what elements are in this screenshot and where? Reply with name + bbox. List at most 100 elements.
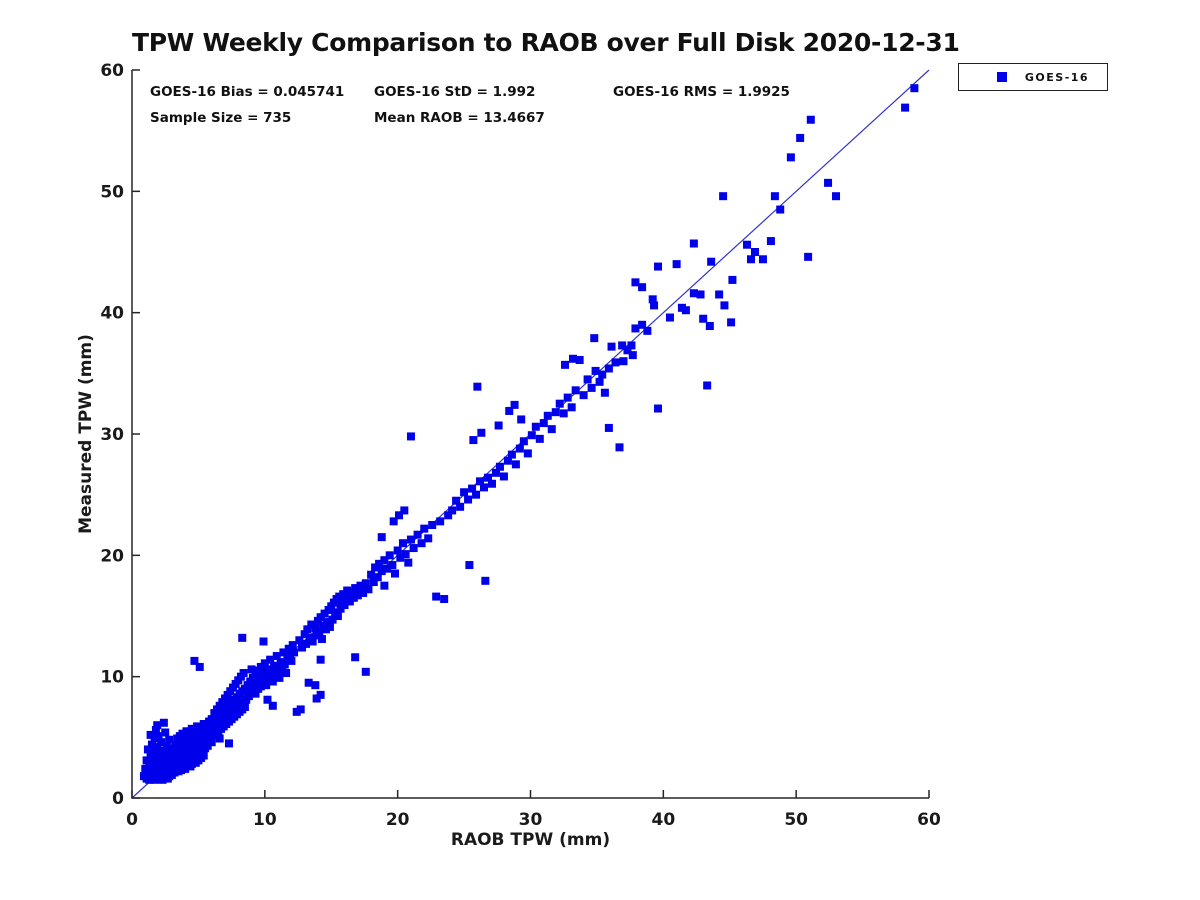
data-point <box>406 535 415 544</box>
data-point <box>207 738 216 747</box>
data-point <box>559 409 568 418</box>
data-point <box>650 301 659 310</box>
chart-title: TPW Weekly Comparison to RAOB over Full … <box>132 28 960 57</box>
data-point <box>583 375 592 384</box>
data-point <box>469 436 478 445</box>
y-tick-label: 20 <box>100 546 124 566</box>
data-point <box>157 738 166 747</box>
data-point <box>280 660 289 669</box>
data-point <box>308 637 317 646</box>
data-point <box>259 637 268 646</box>
data-point <box>727 318 736 327</box>
data-point <box>681 306 690 315</box>
data-point <box>444 511 453 520</box>
data-point <box>432 592 441 601</box>
data-point <box>388 561 397 570</box>
y-tick-label: 60 <box>100 61 124 81</box>
data-point <box>464 495 473 504</box>
data-point <box>531 422 540 431</box>
data-point <box>476 477 485 486</box>
x-tick-label: 20 <box>386 810 410 830</box>
data-point <box>424 534 433 543</box>
data-point <box>910 84 919 93</box>
data-point <box>409 544 418 553</box>
data-point <box>587 383 596 392</box>
data-point <box>302 639 311 648</box>
data-point <box>413 530 422 539</box>
y-tick-label: 10 <box>100 668 124 688</box>
data-point <box>275 673 284 682</box>
data-point <box>604 423 613 432</box>
data-point <box>551 408 560 417</box>
data-point <box>527 431 536 440</box>
data-point <box>238 633 247 642</box>
data-point <box>391 569 400 578</box>
data-point <box>143 745 152 754</box>
data-point <box>579 391 588 400</box>
data-point <box>623 346 632 355</box>
data-point <box>161 728 170 737</box>
data-point <box>159 718 168 727</box>
legend-series-label: GOES-16 <box>1024 70 1090 84</box>
y-tick-label: 0 <box>112 789 124 809</box>
data-point <box>290 648 299 657</box>
stat-sample-size: Sample Size = 735 <box>150 110 292 126</box>
stat-mean-raob: Mean RAOB = 13.4667 <box>374 110 545 126</box>
axes <box>131 69 930 799</box>
data-point <box>654 262 663 271</box>
data-point <box>351 653 360 662</box>
data-point <box>353 591 362 600</box>
data-point <box>483 473 492 482</box>
data-point <box>312 694 321 703</box>
data-point <box>571 386 580 395</box>
data-point <box>598 370 607 379</box>
data-point <box>569 354 578 363</box>
data-point <box>356 581 365 590</box>
data-point <box>707 257 716 266</box>
data-point <box>563 393 572 402</box>
stat-std: GOES-16 StD = 1.992 <box>374 84 536 100</box>
data-point <box>404 558 413 567</box>
data-point <box>824 178 833 187</box>
data-point <box>394 511 403 520</box>
y-axis-title: Measured TPW (mm) <box>76 334 96 534</box>
data-point <box>369 578 378 587</box>
data-point <box>507 450 516 459</box>
data-point <box>282 669 291 678</box>
data-point <box>495 462 504 471</box>
data-point <box>333 612 342 620</box>
data-point <box>689 289 698 298</box>
data-point <box>315 627 324 636</box>
data-point <box>523 449 532 458</box>
data-point <box>149 753 158 762</box>
data-point <box>377 567 386 576</box>
data-point <box>654 404 663 413</box>
data-point <box>611 358 620 367</box>
data-point <box>510 400 519 409</box>
data-point <box>182 727 191 736</box>
scatter-points <box>139 84 919 784</box>
data-point <box>300 630 309 639</box>
data-point <box>806 115 815 124</box>
x-axis-title: RAOB TPW (mm) <box>450 830 611 850</box>
data-point <box>268 677 277 686</box>
data-point <box>197 726 206 735</box>
data-point <box>385 551 394 560</box>
data-point <box>364 585 373 594</box>
data-point <box>543 411 552 420</box>
data-point <box>539 419 548 428</box>
data-point <box>393 546 402 555</box>
data-point <box>251 689 260 698</box>
data-point <box>146 730 155 739</box>
data-point <box>325 622 334 631</box>
data-point <box>600 388 609 397</box>
y-tick-label: 40 <box>100 304 124 324</box>
data-point <box>595 377 604 386</box>
data-point <box>263 695 272 704</box>
data-point <box>699 314 708 323</box>
data-point <box>487 479 496 488</box>
data-point <box>398 539 407 548</box>
data-point <box>481 576 490 585</box>
